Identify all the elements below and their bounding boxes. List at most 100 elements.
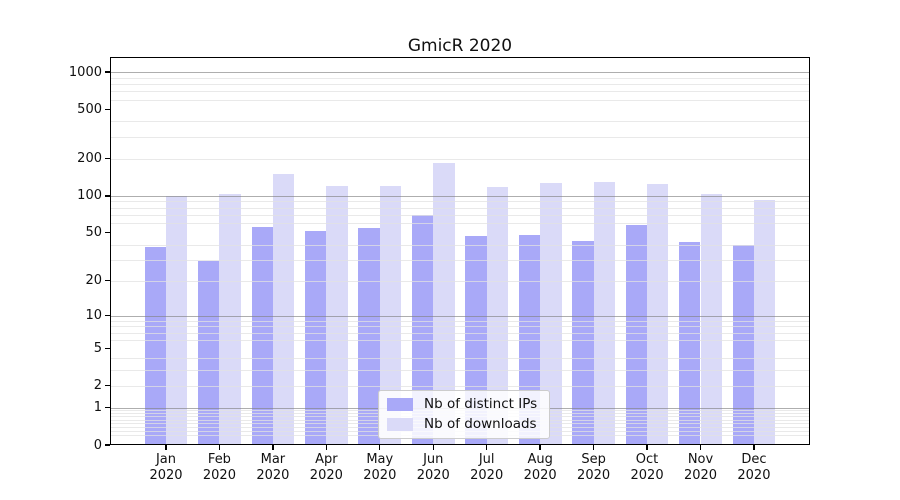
major-gridline [110,195,810,197]
x-tick-mark [218,445,221,450]
bar-distinct-ips-apr [304,230,327,445]
x-tick-label-mar: Mar 2020 [241,452,305,484]
bar-downloads-oct [647,183,669,445]
x-tick-label-jan: Jan 2020 [134,452,198,484]
month-label: Dec [741,452,767,467]
bar-distinct-ips-nov [679,241,701,445]
y-tick-mark [104,195,110,197]
year-label: 2020 [737,468,771,483]
y-tick-label: 20 [85,273,102,289]
x-tick-mark [592,445,595,450]
year-label: 2020 [202,468,236,483]
y-tick-mark [104,314,110,317]
minor-gridline [110,158,810,160]
y-tick-mark [104,406,110,409]
year-label: 2020 [683,468,718,483]
x-tick-mark [165,445,167,450]
month-label: Jan [155,452,177,467]
legend-swatch-downloads [387,418,413,431]
x-tick-mark [486,445,488,450]
x-tick-mark [699,445,702,450]
x-tick-label-feb: Feb 2020 [187,452,251,484]
plot-area: Nb of distinct IPs Nb of downloads [110,57,810,445]
x-tick-label-nov: Nov 2020 [669,452,733,484]
y-tick-mark [104,71,110,73]
bar-distinct-ips-may [358,227,380,445]
bar-distinct-ips-dec [732,244,754,445]
y-tick-label: 2 [93,378,102,394]
minor-gridline [110,121,810,123]
month-label: May [366,452,394,467]
minor-gridline [110,223,810,225]
year-label: 2020 [470,468,504,483]
y-tick-label: 500 [77,101,102,117]
x-tick-label-aug: Aug 2020 [508,452,572,484]
minor-gridline [110,99,810,101]
year-label: 2020 [630,468,664,483]
minor-gridline [110,207,810,209]
x-tick-label-oct: Oct 2020 [615,452,679,484]
bar-downloads-dec [753,200,776,445]
legend-label-downloads: Nb of downloads [424,416,537,432]
minor-gridline [110,326,810,328]
month-label: Feb [207,452,231,467]
legend-row-distinct-ips: Nb of distinct IPs [387,397,537,412]
y-tick-mark [104,232,110,234]
y-tick-label: 10 [85,308,102,324]
x-tick-mark [325,445,328,450]
month-label: Jul [478,452,495,467]
x-tick-label-sep: Sep 2020 [562,452,626,484]
minor-gridline [110,385,810,387]
x-tick-label-apr: Apr 2020 [294,452,358,484]
x-tick-label-may: May 2020 [348,452,412,484]
month-label: Sep [581,452,606,467]
minor-gridline [110,320,810,322]
legend-label-distinct-ips: Nb of distinct IPs [424,396,538,412]
x-tick-mark [646,445,648,450]
x-tick-mark [539,445,541,450]
bar-distinct-ips-jan [144,247,166,445]
y-tick-mark [104,108,110,111]
bar-downloads-mar [272,174,295,445]
y-tick-mark [104,384,110,387]
y-tick-mark [104,347,110,349]
minor-gridline [110,91,810,93]
minor-gridline [110,280,810,282]
year-label: 2020 [416,468,450,483]
month-label: Aug [527,452,553,467]
month-label: Nov [687,452,714,467]
month-label: Jun [423,452,444,467]
minor-gridline [110,339,810,341]
x-tick-mark [379,445,381,450]
y-tick-label: 50 [85,225,102,241]
y-tick-label: 200 [77,151,102,167]
x-tick-mark [272,445,274,450]
month-label: Apr [315,452,338,467]
year-label: 2020 [577,468,611,483]
major-gridline [110,315,810,317]
legend-row-downloads: Nb of downloads [387,417,537,432]
bar-downloads-jun [433,163,455,445]
minor-gridline [110,332,810,334]
x-tick-mark [753,445,755,450]
minor-gridline [110,370,810,372]
bar-distinct-ips-sep [572,240,594,445]
major-gridline [110,72,810,74]
minor-gridline [110,214,810,216]
month-label: Mar [260,452,286,467]
minor-gridline [110,358,810,360]
y-tick-label: 1 [93,400,102,416]
y-tick-label: 1000 [68,64,102,80]
year-label: 2020 [523,468,557,483]
y-tick-mark [104,158,110,160]
legend: Nb of distinct IPs Nb of downloads [378,390,551,439]
minor-gridline [110,84,810,86]
y-tick-mark [104,279,110,282]
y-tick-label: 5 [93,340,102,356]
y-tick-mark [104,444,110,446]
bar-distinct-ips-oct [625,224,648,445]
minor-gridline [110,77,810,79]
year-label: 2020 [363,468,397,483]
minor-gridline [110,201,810,203]
year-label: 2020 [149,468,183,483]
